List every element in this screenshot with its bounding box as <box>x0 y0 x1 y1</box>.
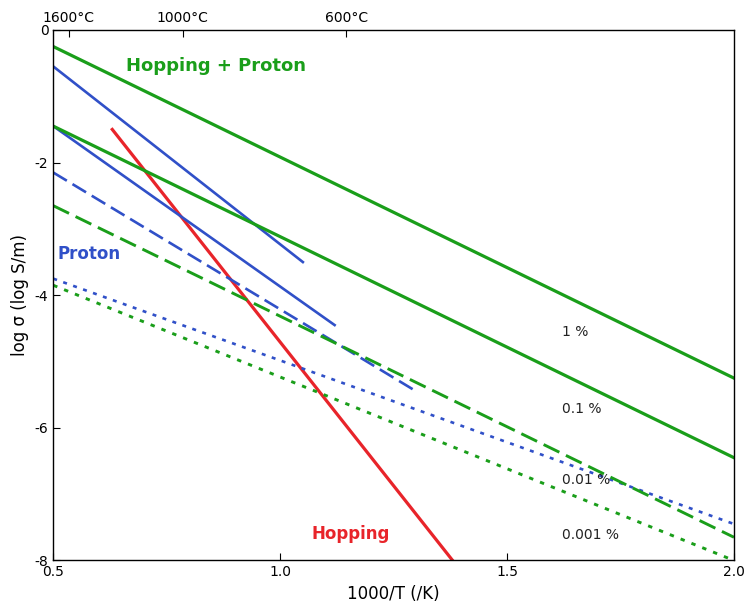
Text: 0.01 %: 0.01 % <box>562 473 610 486</box>
Text: 0.001 %: 0.001 % <box>562 528 618 542</box>
Text: 0.1 %: 0.1 % <box>562 402 601 416</box>
Text: 1 %: 1 % <box>562 325 588 339</box>
Text: Hopping + Proton: Hopping + Proton <box>126 58 306 76</box>
Y-axis label: log σ (log S/m): log σ (log S/m) <box>11 234 29 356</box>
Text: Proton: Proton <box>57 245 121 263</box>
X-axis label: 1000/T (/K): 1000/T (/K) <box>347 585 440 603</box>
Text: Hopping: Hopping <box>312 525 390 543</box>
